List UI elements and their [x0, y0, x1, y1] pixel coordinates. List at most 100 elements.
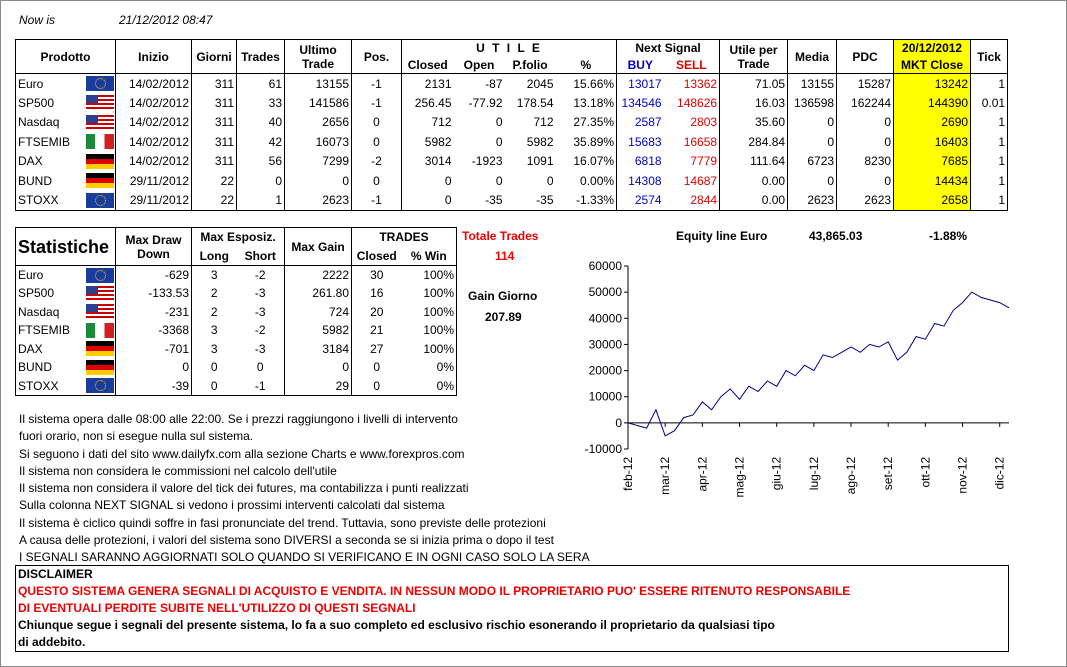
cell: -231 [115, 302, 192, 321]
cell: 27 [351, 339, 402, 358]
cell: 13155 [787, 73, 837, 93]
cell: 0 [836, 132, 894, 152]
cell: 2587 [616, 112, 664, 132]
row: SP500 -133.53 2 -3 261.80 16 100% [15, 284, 457, 303]
cell: -1923 [471, 154, 503, 169]
equity-pct: -1.88% [929, 229, 968, 243]
header: Ultimo Trade [284, 39, 352, 74]
cell: 136598 [787, 93, 837, 113]
note-line: I SEGNALI SARANNO AGGIORNATI SOLO QUANDO… [19, 550, 590, 565]
flag [85, 359, 114, 375]
cell: 311 [191, 112, 237, 132]
header: Giorni [191, 39, 237, 74]
totale-trades-value: 114 [495, 249, 515, 263]
flag [85, 173, 114, 189]
header: Max Draw Down [115, 227, 192, 266]
disclaimer-warning: DI EVENTUALI PERDITE SUBITE NELL'UTILIZZ… [18, 601, 416, 615]
row: Euro 14/02/2012 311 61 13155 -1 2131 -87 2045 15.… [15, 73, 1008, 93]
cell: 5982 [401, 132, 454, 152]
cell: 7299 [284, 151, 352, 171]
row: BUND 29/11/2012 22 0 0 0 0 0 0 0.00% 14308 14687 0.0… [15, 171, 1008, 191]
flag [85, 378, 114, 394]
flag [85, 134, 114, 150]
cell: 311 [191, 73, 237, 93]
cell: 1091 [526, 154, 554, 169]
y-tick-label: 10000 [589, 390, 623, 404]
header: Closed [351, 246, 402, 266]
cell: 1 [970, 132, 1008, 152]
cell: Nasdaq [15, 302, 84, 321]
cell: 2803 [690, 115, 718, 130]
cell: 3 [191, 265, 237, 284]
cell: BUND [15, 358, 84, 377]
cell: 16.03 [719, 93, 788, 113]
row: Nasdaq 14/02/2012 311 40 2656 0 712 0 712 27.35% 2… [15, 112, 1008, 133]
cell: 16658 [683, 134, 718, 149]
cell: 16403 [893, 132, 971, 152]
x-tick-label: nov-12 [956, 457, 970, 494]
cell: 0 [351, 376, 402, 395]
cell: 0 [191, 376, 237, 395]
cell: 0 [546, 173, 554, 188]
header: Media [787, 39, 837, 74]
header: Inizio [115, 39, 192, 74]
cell: -2 [351, 151, 402, 171]
flag-cell [84, 303, 116, 322]
cell: 2658 [893, 190, 971, 210]
cell: 2656 [284, 112, 352, 132]
row: SP500 14/02/2012 311 33 141586 -1 256.45 -77.92… [15, 93, 1008, 113]
cell: 21 [351, 321, 402, 340]
cell: -3 [254, 341, 266, 356]
x-tick-label: lug-12 [807, 457, 821, 491]
flag-cell [84, 266, 116, 285]
cell: 0 [115, 358, 192, 377]
cell: 6818 [616, 151, 664, 171]
cell: 178.54 [516, 95, 554, 110]
flag-cell [84, 377, 116, 396]
cell: 5982 [284, 321, 352, 340]
plot-area [628, 266, 1009, 449]
header: % Win [401, 246, 457, 266]
flag [85, 304, 114, 320]
flag [85, 322, 114, 338]
disclaimer-text: di addebito. [18, 635, 86, 649]
header: % [555, 56, 617, 74]
cell: -1 [351, 190, 402, 210]
cell: 13155 [284, 73, 352, 93]
row: Euro -629 3 -2 2222 30 100% [15, 265, 457, 285]
flag-cell [84, 171, 116, 191]
cell: 712 [401, 112, 454, 132]
cell: 3 [191, 321, 237, 340]
x-tick-label: ago-12 [844, 457, 858, 495]
cell: 0.01 [970, 93, 1008, 113]
header: MKT Close [893, 56, 971, 74]
cell: 14687 [683, 173, 718, 188]
flag-cell [84, 113, 116, 133]
note-line: Si seguono i dati del sito www.dailyfx.c… [19, 446, 465, 461]
cell: 2222 [284, 265, 352, 284]
cell: 0 [256, 360, 264, 375]
cell: -1.33% [576, 193, 615, 207]
flag [85, 114, 114, 130]
disclaimer-warning: QUESTO SISTEMA GENERA SEGNALI DI ACQUIST… [18, 584, 851, 598]
header: Max Gain [284, 227, 352, 266]
y-tick-label: 40000 [589, 311, 623, 325]
x-tick-label: mar-12 [658, 457, 672, 495]
cell: 0 [401, 190, 454, 210]
cell: 0 [236, 171, 285, 191]
flag-cell [84, 340, 116, 359]
cell: 0 [836, 171, 894, 191]
cell: STOXX [15, 376, 84, 395]
cell: 100% [423, 286, 455, 301]
row: FTSEMIB 14/02/2012 311 42 16073 0 5982 0 5982 35.… [15, 132, 1008, 152]
x-tick-label: giu-12 [770, 457, 784, 491]
cell: 13017 [616, 73, 664, 93]
disclaimer-text: Chiunque segue i segnali del presente si… [18, 618, 775, 632]
cell: FTSEMIB [15, 321, 84, 340]
cell: 14/02/2012 [115, 112, 192, 132]
cell: 0 [191, 358, 237, 377]
cell: -3368 [115, 321, 192, 340]
note-line: Il sistema non considera il valore del t… [19, 481, 469, 496]
header: Open [453, 56, 505, 74]
